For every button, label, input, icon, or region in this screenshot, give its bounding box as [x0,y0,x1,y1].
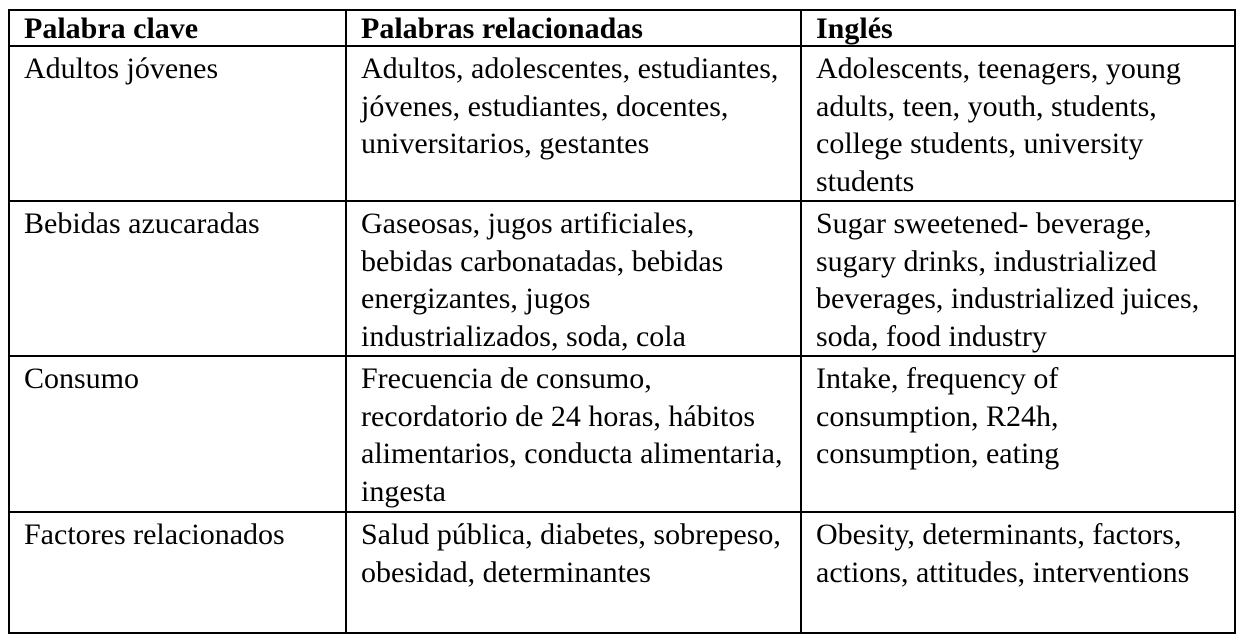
header-english: Inglés [800,9,1236,47]
header-related-words: Palabras relacionadas [345,9,802,47]
table-header-row: Palabra clave Palabras relacionadas Ingl… [8,9,1236,47]
cell-keyword: Factores relacionados [8,511,347,634]
header-keyword: Palabra clave [8,9,347,47]
cell-keyword: Adultos jóvenes [8,45,347,202]
keywords-table: Palabra clave Palabras relacionadas Ingl… [8,9,1236,634]
cell-keyword: Bebidas azucaradas [8,200,347,357]
cell-related-words: Frecuencia de consumo, recordatorio de 2… [345,355,802,513]
cell-keyword: Consumo [8,355,347,513]
cell-related-words: Salud pública, diabetes, sobrepeso, obes… [345,511,802,634]
cell-english: Intake, frequency of consumption, R24h, … [800,355,1236,513]
cell-related-words: Gaseosas, jugos artificiales, bebidas ca… [345,200,802,357]
table-row: Adultos jóvenes Adultos, adolescentes, e… [8,45,1236,202]
cell-english: Sugar sweetened- beverage, sugary drinks… [800,200,1236,357]
table-row: Bebidas azucaradas Gaseosas, jugos artif… [8,200,1236,357]
table-row: Factores relacionados Salud pública, dia… [8,511,1236,634]
cell-english: Obesity, determinants, factors, actions,… [800,511,1236,634]
cell-english: Adolescents, teenagers, young adults, te… [800,45,1236,202]
cell-related-words: Adultos, adolescentes, estudiantes, jóve… [345,45,802,202]
keywords-table-container: Palabra clave Palabras relacionadas Ingl… [8,9,1236,634]
table-row: Consumo Frecuencia de consumo, recordato… [8,355,1236,513]
